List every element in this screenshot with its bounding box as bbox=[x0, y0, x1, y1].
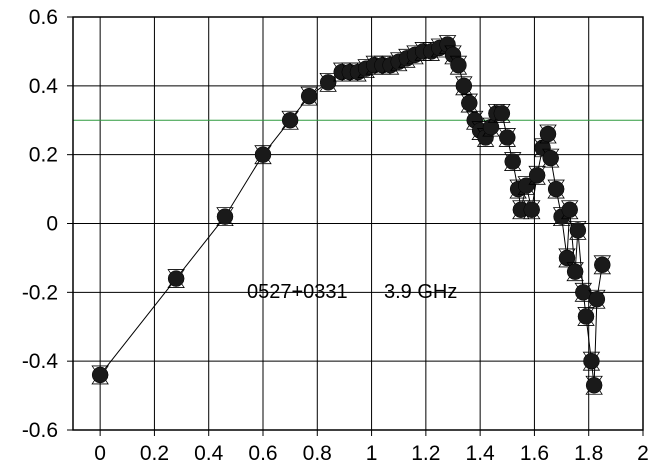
x-tick-label: 1 bbox=[366, 442, 378, 465]
x-tick-label: 0.6 bbox=[248, 442, 277, 465]
data-point bbox=[319, 72, 337, 92]
data-point bbox=[547, 179, 565, 199]
data-point bbox=[91, 365, 109, 385]
x-tick-label: 0.2 bbox=[140, 442, 169, 465]
data-point bbox=[460, 93, 479, 113]
data-point bbox=[503, 152, 522, 171]
data-point bbox=[281, 110, 299, 130]
data-point bbox=[455, 76, 473, 96]
x-tick-label: 2 bbox=[637, 442, 648, 465]
x-tick-label: 0 bbox=[94, 442, 106, 465]
data-point bbox=[577, 307, 595, 326]
data-point bbox=[560, 200, 579, 220]
y-axis-ticks: 0.6 0.4 0.2 0 -0.2 -0.4 -0.6 bbox=[22, 6, 73, 442]
x-tick-label: 0.4 bbox=[194, 442, 224, 465]
x-tick-label: 1.6 bbox=[520, 442, 549, 465]
data-point bbox=[254, 145, 272, 165]
data-point bbox=[585, 375, 603, 395]
data-point bbox=[558, 248, 576, 268]
data-point bbox=[574, 282, 593, 302]
annotation-source: 0527+0331 bbox=[247, 281, 348, 303]
data-point bbox=[498, 128, 517, 147]
annotation-frequency: 3.9 GHz bbox=[384, 281, 457, 303]
y-tick-label: -0.2 bbox=[22, 281, 58, 304]
data-point bbox=[167, 269, 185, 288]
x-tick-label: 1.2 bbox=[411, 442, 440, 465]
data-point bbox=[216, 207, 234, 227]
y-tick-label: 0.6 bbox=[29, 6, 58, 29]
data-point bbox=[541, 148, 560, 168]
x-tick-label: 1.4 bbox=[466, 442, 496, 465]
data-point bbox=[449, 55, 468, 75]
x-tick-label: 1.8 bbox=[574, 442, 603, 465]
y-tick-label: -0.6 bbox=[22, 419, 58, 442]
data-point bbox=[588, 289, 606, 309]
y-tick-label: -0.4 bbox=[22, 350, 59, 373]
data-point bbox=[539, 124, 557, 144]
x-tick-label: 0.8 bbox=[303, 442, 332, 465]
data-point bbox=[528, 165, 546, 185]
y-tick-label: 0 bbox=[46, 213, 58, 236]
data-point bbox=[582, 351, 601, 371]
data-point bbox=[493, 103, 511, 123]
data-point bbox=[522, 200, 541, 220]
y-tick-label: 0.2 bbox=[29, 144, 58, 167]
data-point bbox=[566, 262, 584, 282]
x-axis-ticks: 0 0.2 0.4 0.6 0.8 1 1.2 1.4 1.6 1.8 2 bbox=[94, 430, 648, 465]
data-point bbox=[300, 86, 318, 106]
data-series bbox=[91, 35, 612, 395]
data-point bbox=[569, 220, 587, 240]
y-tick-label: 0.4 bbox=[29, 75, 59, 98]
data-point bbox=[593, 255, 612, 275]
